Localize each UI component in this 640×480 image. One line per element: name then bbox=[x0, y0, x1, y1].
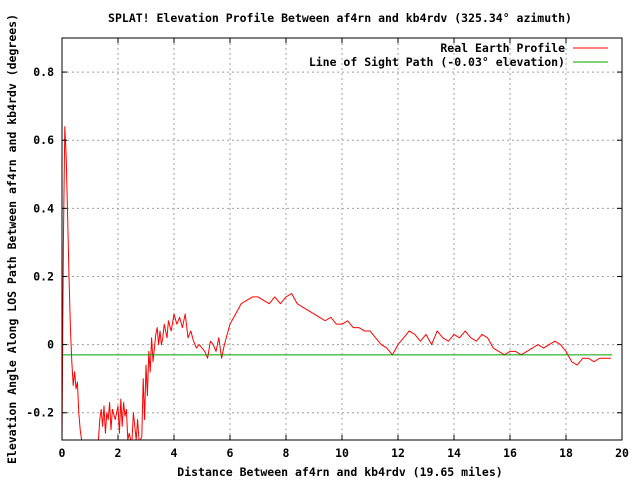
x-tick-label: 2 bbox=[115, 446, 122, 460]
x-tick-label: 18 bbox=[559, 446, 573, 460]
x-tick-label: 12 bbox=[391, 446, 405, 460]
legend-label-line-of-sight: Line of Sight Path (-0.03° elevation) bbox=[309, 55, 565, 69]
legend: Real Earth Profile Line of Sight Path (-… bbox=[309, 41, 608, 69]
series-layer bbox=[62, 126, 613, 440]
x-tick-label: 10 bbox=[335, 446, 349, 460]
x-tick-label: 16 bbox=[503, 446, 517, 460]
axis-ticks: 0 2 4 6 8 10 12 14 16 18 20 -0.2 0 0.2 0.4 0.6 0.8 bbox=[26, 38, 629, 460]
y-tick-label: 0.8 bbox=[33, 65, 54, 79]
chart-title: SPLAT! Elevation Profile Between af4rn a… bbox=[108, 11, 572, 25]
real-earth-profile-line bbox=[62, 126, 611, 440]
x-tick-label: 14 bbox=[447, 446, 461, 460]
x-tick-label: 6 bbox=[227, 446, 234, 460]
y-tick-label: 0.6 bbox=[33, 133, 54, 147]
y-tick-label: 0 bbox=[47, 338, 54, 352]
x-tick-label: 20 bbox=[615, 446, 629, 460]
x-tick-label: 0 bbox=[59, 446, 66, 460]
y-tick-label: 0.4 bbox=[33, 201, 54, 215]
x-tick-label: 8 bbox=[283, 446, 290, 460]
y-tick-label: -0.2 bbox=[26, 406, 54, 420]
x-axis-label: Distance Between af4rn and kb4rdv (19.65… bbox=[177, 465, 502, 479]
legend-label-real-earth-profile: Real Earth Profile bbox=[440, 41, 565, 55]
x-tick-label: 4 bbox=[171, 446, 178, 460]
y-tick-label: 0.2 bbox=[33, 269, 54, 283]
grid-lines bbox=[62, 38, 622, 440]
y-axis-label: Elevation Angle Along LOS Path Between a… bbox=[5, 14, 19, 464]
